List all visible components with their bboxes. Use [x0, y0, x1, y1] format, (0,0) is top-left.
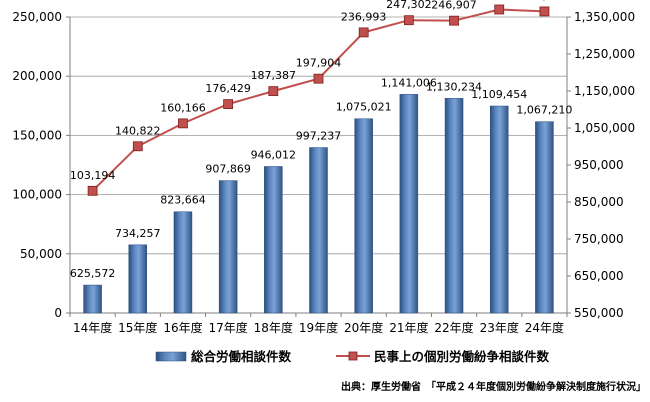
line-marker [132, 141, 143, 152]
line-marker [178, 118, 188, 129]
bar-data-label: 1,109,454 [471, 88, 527, 101]
bar [535, 121, 554, 314]
line-data-label: 254,719 [522, 0, 568, 2]
bar-data-label: 1,141,006 [381, 76, 437, 89]
line-data-label: 140,822 [115, 124, 161, 137]
right-tick-label: 1,150,000 [574, 84, 635, 98]
bar [83, 284, 102, 314]
right-tick-label: 1,350,000 [574, 10, 635, 24]
x-tick-label: 18年度 [254, 320, 293, 335]
legend-swatch-bar [155, 351, 187, 362]
right-tick-label: 1,250,000 [574, 47, 635, 61]
line-data-label: 176,429 [205, 82, 251, 95]
line-marker [494, 4, 505, 15]
left-tick-label: 0 [54, 306, 62, 320]
line-series [87, 4, 550, 196]
line-data-label: 246,907 [431, 0, 477, 12]
x-tick-label: 20年度 [344, 320, 383, 335]
x-tick-label: 14年度 [73, 320, 112, 335]
x-tick-label: 19年度 [299, 320, 338, 335]
bar-data-label: 1,130,234 [426, 80, 482, 93]
line-marker [449, 15, 459, 26]
x-tick-label: 15年度 [118, 320, 157, 335]
bar-data-label: 823,664 [160, 194, 206, 207]
bar-data-label: 1,067,210 [516, 104, 572, 117]
bar [354, 118, 373, 314]
bar-data-label: 907,869 [205, 163, 251, 176]
line-data-label: 187,387 [251, 69, 297, 82]
x-tick-label: 21年度 [389, 320, 428, 335]
bar-data-label: 734,257 [115, 227, 161, 240]
bar-data-label: 946,012 [251, 148, 297, 161]
right-tick-label: 1,050,000 [574, 121, 635, 135]
gridlines [70, 16, 567, 255]
line-marker [539, 6, 550, 17]
line-marker [358, 27, 369, 38]
legend-label-bar: 総合労働相談件数 [191, 349, 292, 364]
right-tick-label: 950,000 [574, 158, 624, 172]
left-tick-label: 250,000 [12, 10, 62, 24]
bars-series [83, 94, 554, 314]
bar-data-label: 997,237 [296, 130, 342, 143]
x-tick-label: 23年度 [480, 320, 519, 335]
bar [444, 98, 464, 314]
right-tick-label: 750,000 [574, 232, 624, 246]
x-tick-label: 17年度 [208, 320, 247, 335]
x-tick-label: 22年度 [434, 320, 473, 335]
line-data-label: 160,166 [160, 101, 206, 114]
bar [309, 147, 328, 314]
bar-data-label: 1,075,021 [336, 101, 392, 114]
line-marker [87, 185, 98, 196]
line-marker [403, 15, 414, 26]
bar [218, 180, 238, 314]
line-data-label: 247,302 [386, 0, 432, 11]
line-marker [223, 99, 234, 110]
left-tick-label: 50,000 [20, 247, 62, 261]
left-tick-label: 100,000 [12, 188, 62, 202]
left-tick-label: 200,000 [12, 69, 62, 83]
right-tick-label: 550,000 [574, 306, 624, 320]
bar [264, 166, 283, 314]
bar [173, 211, 193, 314]
line-marker [268, 86, 279, 97]
x-tick-label: 24年度 [525, 320, 564, 335]
line-data-label: 197,904 [296, 57, 342, 70]
x-tick-label: 16年度 [163, 320, 202, 335]
right-tick-label: 650,000 [574, 269, 624, 283]
legend-label-line: 民事上の個別労働紛争相談件数 [374, 349, 550, 364]
bar-data-label: 625,572 [70, 267, 116, 280]
bar [128, 244, 148, 314]
axes: 0 50,000 100,000 150,000 200,000 250,000 550,0… [12, 10, 635, 335]
line-marker [313, 73, 324, 84]
line-data-label: 103,194 [70, 169, 116, 182]
source-note: 出典：厚生労働省 「平成２４年度個別労働紛争解決制度施行状況」 [341, 380, 646, 393]
left-tick-label: 150,000 [12, 128, 62, 142]
bar [399, 94, 419, 314]
line-data-label: 236,993 [341, 10, 387, 23]
legend-swatch-marker [348, 351, 358, 361]
legend: 総合労働相談件数 民事上の個別労働紛争相談件数 [155, 349, 550, 364]
right-tick-label: 850,000 [574, 195, 624, 209]
bar [489, 105, 509, 314]
